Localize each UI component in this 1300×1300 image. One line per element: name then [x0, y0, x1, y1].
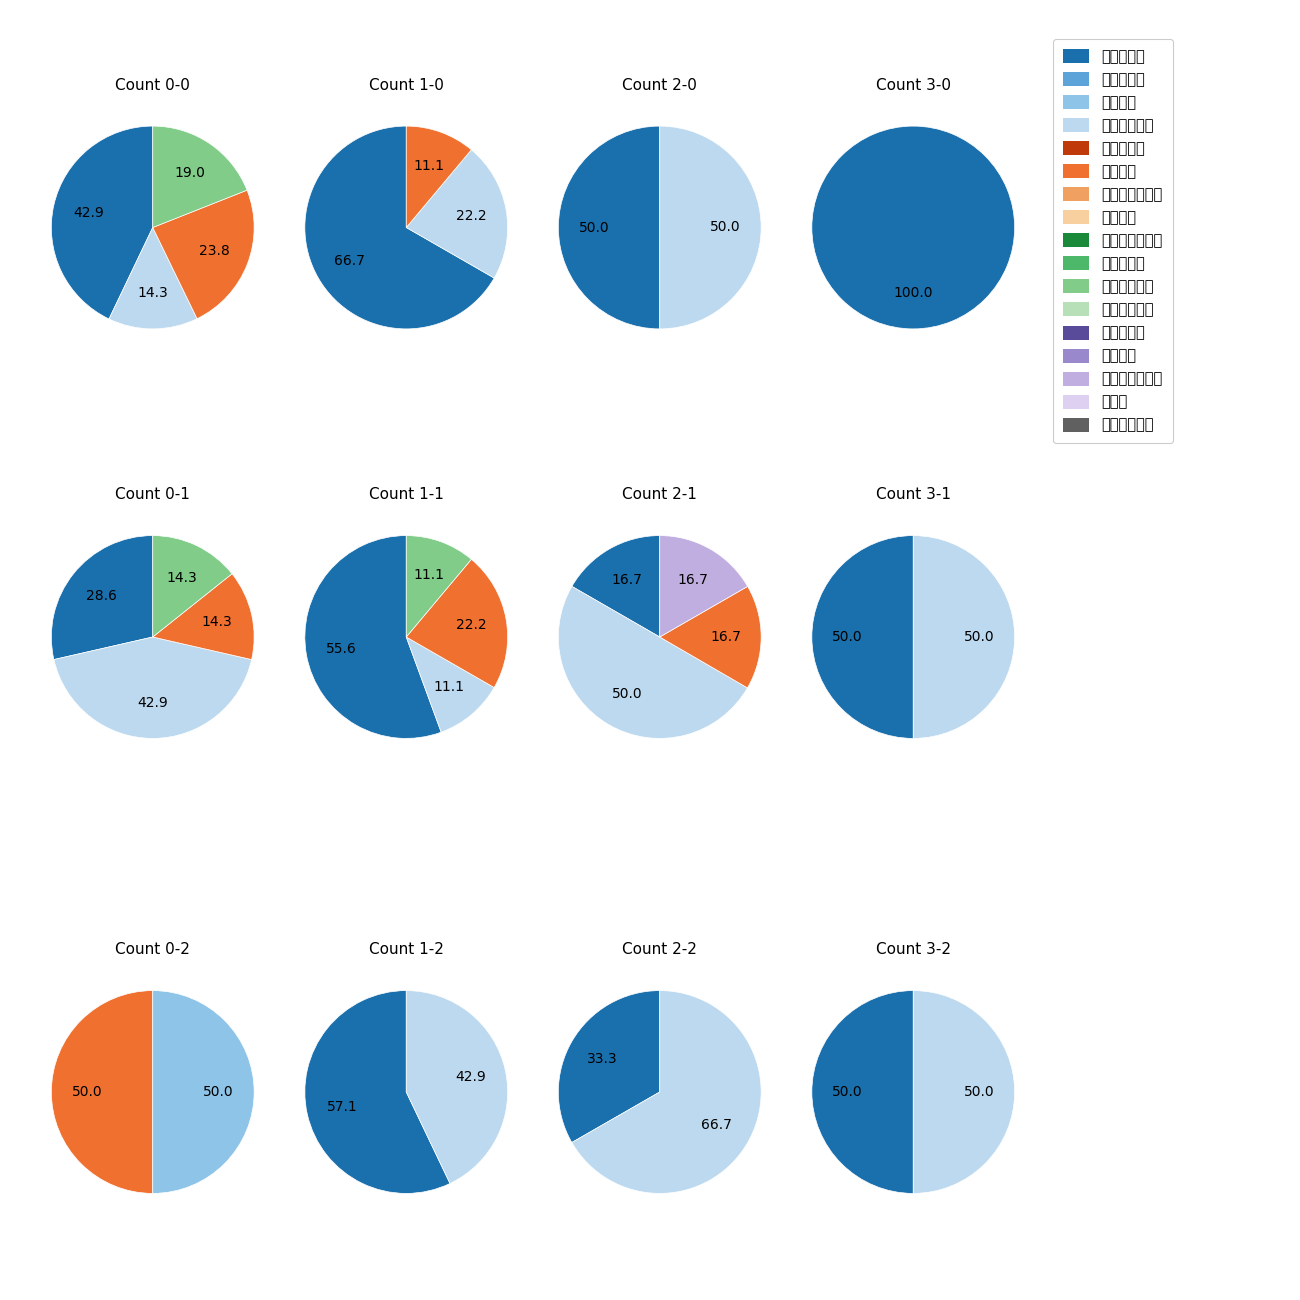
Wedge shape [306, 991, 450, 1193]
Wedge shape [306, 126, 494, 329]
Title: Count 2-1: Count 2-1 [623, 488, 697, 502]
Text: 100.0: 100.0 [893, 286, 933, 300]
Wedge shape [153, 126, 247, 228]
Wedge shape [559, 991, 659, 1143]
Text: 50.0: 50.0 [832, 1086, 863, 1098]
Wedge shape [406, 991, 507, 1183]
Text: 50.0: 50.0 [72, 1086, 103, 1098]
Wedge shape [659, 536, 748, 637]
Wedge shape [52, 536, 153, 659]
Wedge shape [52, 126, 153, 318]
Text: 50.0: 50.0 [963, 1086, 994, 1098]
Wedge shape [153, 991, 255, 1193]
Wedge shape [153, 536, 231, 637]
Wedge shape [153, 573, 254, 659]
Wedge shape [406, 150, 507, 278]
Text: 14.3: 14.3 [138, 286, 168, 300]
Title: Count 2-0: Count 2-0 [623, 78, 697, 92]
Wedge shape [51, 991, 153, 1193]
Wedge shape [559, 586, 748, 738]
Text: 50.0: 50.0 [710, 221, 741, 234]
Text: 14.3: 14.3 [202, 615, 233, 629]
Wedge shape [659, 586, 760, 688]
Title: Count 3-1: Count 3-1 [876, 488, 950, 502]
Wedge shape [913, 536, 1015, 738]
Text: 22.2: 22.2 [456, 209, 486, 224]
Wedge shape [811, 536, 913, 738]
Title: Count 1-2: Count 1-2 [369, 942, 443, 957]
Text: 14.3: 14.3 [166, 571, 196, 585]
Text: 33.3: 33.3 [588, 1052, 618, 1066]
Wedge shape [659, 126, 762, 329]
Wedge shape [53, 637, 252, 738]
Wedge shape [572, 536, 659, 637]
Text: 50.0: 50.0 [611, 688, 642, 701]
Title: Count 1-0: Count 1-0 [369, 78, 443, 92]
Text: 42.9: 42.9 [455, 1070, 486, 1084]
Wedge shape [811, 126, 1014, 329]
Wedge shape [406, 536, 472, 637]
Text: 28.6: 28.6 [86, 589, 117, 603]
Title: Count 0-0: Count 0-0 [116, 78, 190, 92]
Text: 11.1: 11.1 [413, 159, 445, 173]
Text: 66.7: 66.7 [702, 1118, 732, 1132]
Title: Count 3-2: Count 3-2 [876, 942, 950, 957]
Text: 50.0: 50.0 [578, 221, 610, 234]
Wedge shape [559, 126, 659, 329]
Legend: ストレート, ツーシーム, シュート, カットボール, スプリット, フォーク, チェンジアップ, シンカー, 高速スライダー, スライダー, 縦スライダー, : ストレート, ツーシーム, シュート, カットボール, スプリット, フォーク,… [1053, 39, 1173, 443]
Text: 11.1: 11.1 [413, 568, 445, 582]
Title: Count 0-1: Count 0-1 [116, 488, 190, 502]
Text: 42.9: 42.9 [138, 696, 168, 710]
Wedge shape [406, 126, 472, 228]
Text: 50.0: 50.0 [832, 630, 863, 644]
Text: 16.7: 16.7 [710, 630, 741, 644]
Text: 11.1: 11.1 [433, 680, 464, 694]
Title: Count 2-2: Count 2-2 [623, 942, 697, 957]
Text: 22.2: 22.2 [456, 619, 486, 633]
Wedge shape [811, 991, 913, 1193]
Text: 42.9: 42.9 [73, 205, 104, 220]
Text: 66.7: 66.7 [334, 254, 364, 268]
Text: 50.0: 50.0 [203, 1086, 234, 1098]
Wedge shape [306, 536, 441, 738]
Text: 23.8: 23.8 [199, 244, 230, 259]
Text: 19.0: 19.0 [174, 166, 205, 179]
Text: 57.1: 57.1 [326, 1100, 358, 1114]
Text: 16.7: 16.7 [611, 573, 642, 586]
Wedge shape [153, 190, 254, 318]
Title: Count 0-2: Count 0-2 [116, 942, 190, 957]
Wedge shape [572, 991, 762, 1193]
Text: 55.6: 55.6 [326, 641, 356, 655]
Wedge shape [109, 227, 198, 329]
Wedge shape [406, 637, 494, 732]
Text: 16.7: 16.7 [677, 573, 709, 586]
Wedge shape [406, 559, 507, 688]
Wedge shape [913, 991, 1015, 1193]
Text: 50.0: 50.0 [963, 630, 994, 644]
Title: Count 1-1: Count 1-1 [369, 488, 443, 502]
Title: Count 3-0: Count 3-0 [876, 78, 950, 92]
